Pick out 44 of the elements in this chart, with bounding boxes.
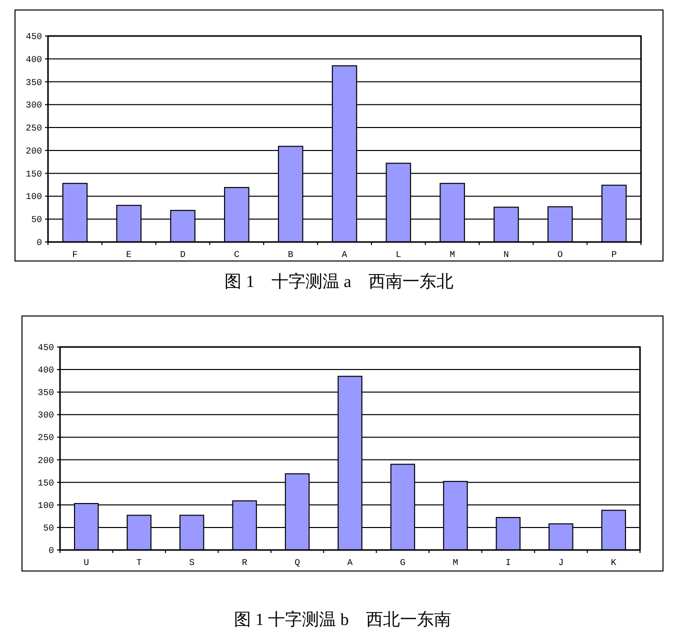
x-tick-label: P [611,250,617,260]
y-tick-label: 150 [26,169,42,180]
x-tick-label: D [180,250,186,260]
x-tick-label: Q [294,558,300,568]
y-tick-label: 100 [38,500,54,511]
y-tick-label: 450 [26,32,42,42]
x-tick-label: C [234,250,240,260]
x-tick-label: T [136,558,142,568]
y-tick-label: 150 [38,478,54,488]
x-tick-label: O [557,250,563,260]
text: 图 1 十字测温 a 西南一东北 [224,272,454,291]
x-tick-label: N [504,250,509,260]
y-tick-label: 100 [26,192,42,202]
x-tick-label: M [452,558,458,568]
y-tick-label: 250 [38,433,54,444]
y-tick-label: 50 [31,215,42,226]
x-tick-label: E [126,250,132,260]
y-tick-label: 400 [38,366,54,376]
y-tick-label: 200 [38,456,54,466]
y-tick-label: 350 [26,78,42,88]
text: 图 1 十字测温 b 西北一东南 [234,610,451,629]
x-tick-label: I [505,558,511,568]
y-tick-label: 400 [26,54,42,65]
x-tick-label: L [396,250,402,260]
x-tick-label: F [72,250,78,260]
x-tick-label: S [189,558,195,568]
y-tick-label: 200 [26,146,42,156]
y-tick-label: 0 [36,238,42,248]
y-tick-label: 300 [38,410,54,421]
x-tick-label: G [400,558,406,568]
x-tick-label: K [610,558,617,568]
y-tick-label: 350 [38,388,54,398]
x-tick-label: U [84,558,90,568]
x-tick-label: M [450,250,456,260]
x-tick-label: A [342,250,348,260]
y-tick-label: 250 [26,124,42,134]
y-tick-label: 0 [48,546,54,556]
y-tick-label: 300 [26,100,42,111]
x-tick-label: A [347,558,354,568]
y-tick-label: 50 [43,523,54,534]
x-tick-label: R [242,558,248,568]
x-tick-label: B [288,250,294,260]
y-tick-label: 450 [38,343,54,353]
x-tick-label: J [558,558,564,568]
